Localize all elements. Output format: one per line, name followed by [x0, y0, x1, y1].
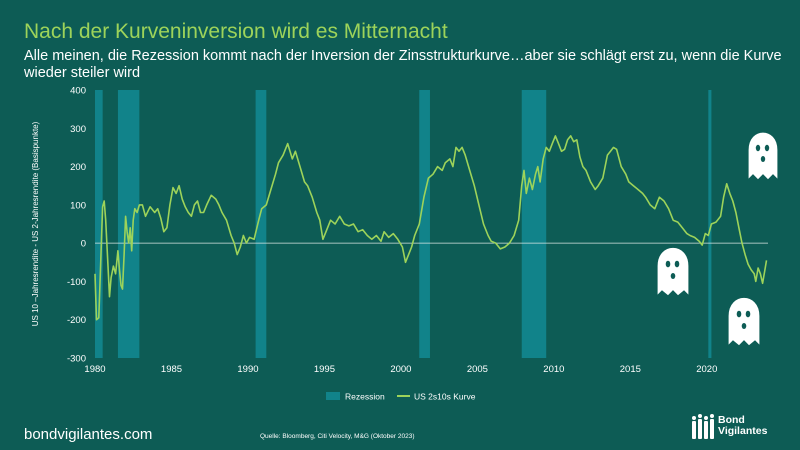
- y-axis-ticks: 400 300 200 100 0 -100 -200 -300: [67, 86, 86, 365]
- recession-band: [521, 90, 547, 358]
- legend-label-rezession: Rezession: [345, 392, 385, 402]
- y-axis-label: US 10 –Jahresrendite - US 2-Jahresrendit…: [31, 121, 40, 326]
- x-tick-label: 1990: [237, 364, 258, 375]
- x-tick-label: 2010: [543, 364, 564, 375]
- recession-band: [419, 90, 430, 358]
- ghost-icon: [727, 296, 761, 348]
- recession-band: [255, 90, 267, 358]
- chart-subtitle: Alle meinen, die Rezession kommt nach de…: [24, 48, 782, 81]
- brand-line-2: Vigilantes: [718, 425, 768, 437]
- y-tick-label: 0: [81, 239, 86, 250]
- series-line-us-2s10s: [94, 135, 768, 321]
- x-tick-label: 2015: [620, 364, 641, 375]
- ghost-icon: [747, 131, 779, 182]
- people-logo-icon: [692, 414, 714, 439]
- website-link[interactable]: bondvigilantes.com: [24, 426, 153, 443]
- recession-band: [117, 90, 140, 358]
- x-tick-label: 1980: [84, 364, 105, 375]
- recession-band: [95, 90, 103, 358]
- chart-title: Nach der Kurveninversion wird es Mittern…: [24, 20, 448, 43]
- legend-swatch-rezession: [326, 392, 340, 400]
- ghost-icon: [656, 246, 690, 298]
- y-tick-label: 300: [70, 124, 86, 135]
- y-tick-label: -100: [67, 277, 86, 288]
- y-tick-label: 200: [70, 162, 86, 173]
- source-note: Quelle: Bloomberg, Citi Velocity, M&G (O…: [260, 433, 415, 440]
- y-tick-label: 400: [70, 86, 86, 97]
- x-tick-label: 2020: [696, 364, 717, 375]
- y-tick-label: -200: [67, 315, 86, 326]
- x-tick-label: 1995: [314, 364, 335, 375]
- y-tick-label: 100: [70, 200, 86, 211]
- y-tick-label: -300: [67, 354, 86, 365]
- brand-line-1: Bond: [718, 414, 745, 426]
- x-tick-label: 2005: [467, 364, 488, 375]
- brand-logo: Bond Vigilantes: [718, 415, 767, 437]
- legend: Rezession US 2s10s Kurve: [326, 392, 476, 402]
- recession-band: [708, 90, 712, 358]
- legend-label-us-2s10s: US 2s10s Kurve: [414, 392, 476, 402]
- recession-bands: [95, 90, 712, 358]
- x-tick-label: 2000: [390, 364, 411, 375]
- x-tick-label: 1985: [161, 364, 182, 375]
- x-axis-ticks: 1980 1985 1990 1995 2000 2005 2010 2015 2020: [84, 364, 717, 375]
